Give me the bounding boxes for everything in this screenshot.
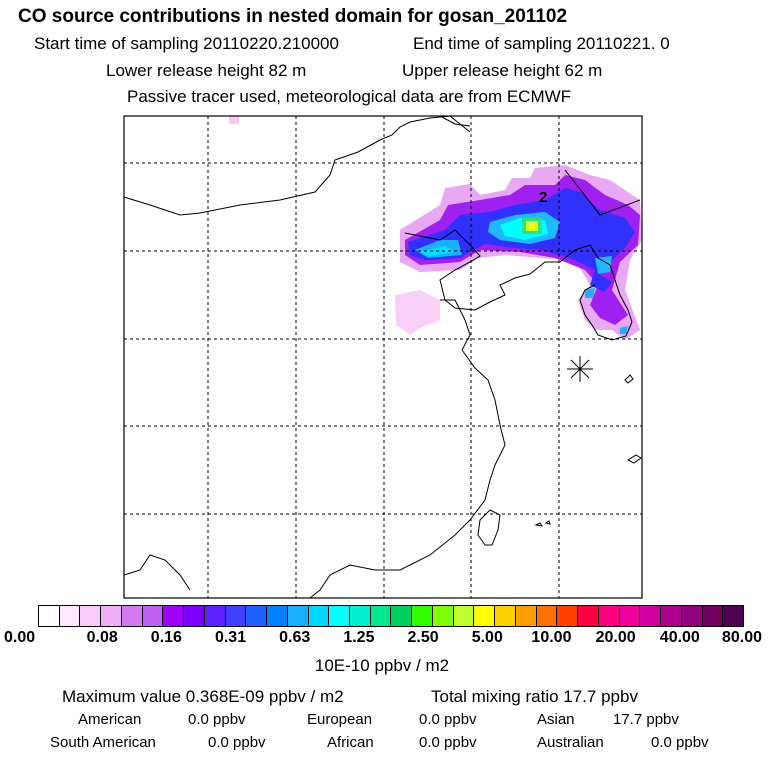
colorbar-swatch: [203, 606, 225, 626]
colorbar-swatch: [307, 606, 329, 626]
max-location-label: 2: [539, 189, 547, 206]
colorbar-swatch: [639, 606, 661, 626]
colorbar-tick-label: 0.16: [150, 629, 182, 646]
colorbar-swatch: [411, 606, 432, 626]
region-value-south-american: 0.0 ppbv: [208, 734, 266, 751]
colorbar-swatch: [349, 606, 370, 626]
coastlines: [123, 115, 642, 599]
region-value-asian: 17.7 ppbv: [613, 711, 679, 728]
colorbar-swatch: [100, 606, 121, 626]
colorbar-swatch: [597, 606, 619, 626]
tracer-note: Passive tracer used, meteorological data…: [127, 87, 572, 106]
graticule: [124, 116, 642, 598]
colorbar-tick-label: 2.50: [407, 629, 439, 646]
colorbar-swatch: [556, 606, 578, 626]
colorbar-tick-label: 0.00: [4, 629, 36, 646]
colorbar-tick-label: 80.00: [721, 629, 762, 646]
region-value-european: 0.0 ppbv: [419, 711, 477, 728]
colorbar-swatch: [494, 606, 515, 626]
region-value-australian: 0.0 ppbv: [651, 734, 709, 751]
map-frame: [123, 115, 643, 599]
region-value-american: 0.0 ppbv: [188, 711, 246, 728]
colorbar-swatch: [286, 606, 308, 626]
plot-title: CO source contributions in nested domain…: [18, 6, 568, 27]
colorbar-unit: 10E-10 ppbv / m2: [314, 656, 450, 675]
colorbar-swatch: [183, 606, 204, 626]
colorbar-tick-label: 0.31: [214, 629, 247, 646]
colorbar-tick-label: 20.00: [595, 629, 636, 646]
colorbar-tick-label: 5.00: [471, 629, 503, 646]
colorbar-swatch: [577, 606, 598, 626]
colorbar-swatch: [618, 606, 640, 626]
region-label-australian: Australian: [537, 734, 604, 751]
region-label-south-american: South American: [50, 734, 156, 751]
colorbar-swatch: [660, 606, 681, 626]
colorbar: [38, 605, 744, 627]
colorbar-swatch: [79, 606, 101, 626]
colorbar-swatch: [245, 606, 267, 626]
colorbar-swatch: [722, 606, 743, 626]
upper-release-height: Upper release height 62 m: [402, 61, 603, 80]
colorbar-swatch: [162, 606, 184, 626]
receptor-star-icon: [567, 356, 593, 382]
sampling-start: Start time of sampling 20110220.210000: [34, 34, 339, 53]
colorbar-swatch: [473, 606, 495, 626]
colorbar-tick-label: 0.63: [279, 629, 311, 646]
total-mixing-ratio: Total mixing ratio 17.7 ppbv: [431, 687, 638, 706]
colorbar-tick-label: 0.08: [86, 629, 118, 646]
colorbar-swatch: [452, 606, 474, 626]
colorbar-swatch: [39, 606, 59, 626]
region-label-asian: Asian: [537, 711, 575, 728]
colorbar-tick-label: 1.25: [343, 629, 375, 646]
colorbar-swatch: [369, 606, 391, 626]
sampling-end: End time of sampling 20110221. 0: [413, 34, 670, 53]
colorbar-swatch: [224, 606, 246, 626]
colorbar-swatch: [701, 606, 723, 626]
colorbar-swatch: [390, 606, 412, 626]
colorbar-swatch: [120, 606, 142, 626]
region-label-american: American: [78, 711, 142, 728]
colorbar-tick-label: 40.00: [659, 629, 700, 646]
maximum-value: Maximum value 0.368E-09 ppbv / m2: [62, 687, 344, 706]
colorbar-swatch: [514, 606, 536, 626]
concentration-field: [229, 116, 642, 340]
colorbar-swatch: [535, 606, 557, 626]
colorbar-swatch: [58, 606, 80, 626]
colorbar-swatch: [431, 606, 453, 626]
lower-release-height: Lower release height 82 m: [106, 61, 307, 80]
region-label-european: European: [307, 711, 373, 728]
colorbar-swatch: [328, 606, 350, 626]
colorbar-swatch: [141, 606, 163, 626]
colorbar-swatch: [680, 606, 702, 626]
region-value-african: 0.0 ppbv: [419, 734, 477, 751]
region-label-african: African: [327, 734, 374, 751]
colorbar-tick-label: 10.00: [531, 629, 572, 646]
colorbar-swatch: [266, 606, 287, 626]
